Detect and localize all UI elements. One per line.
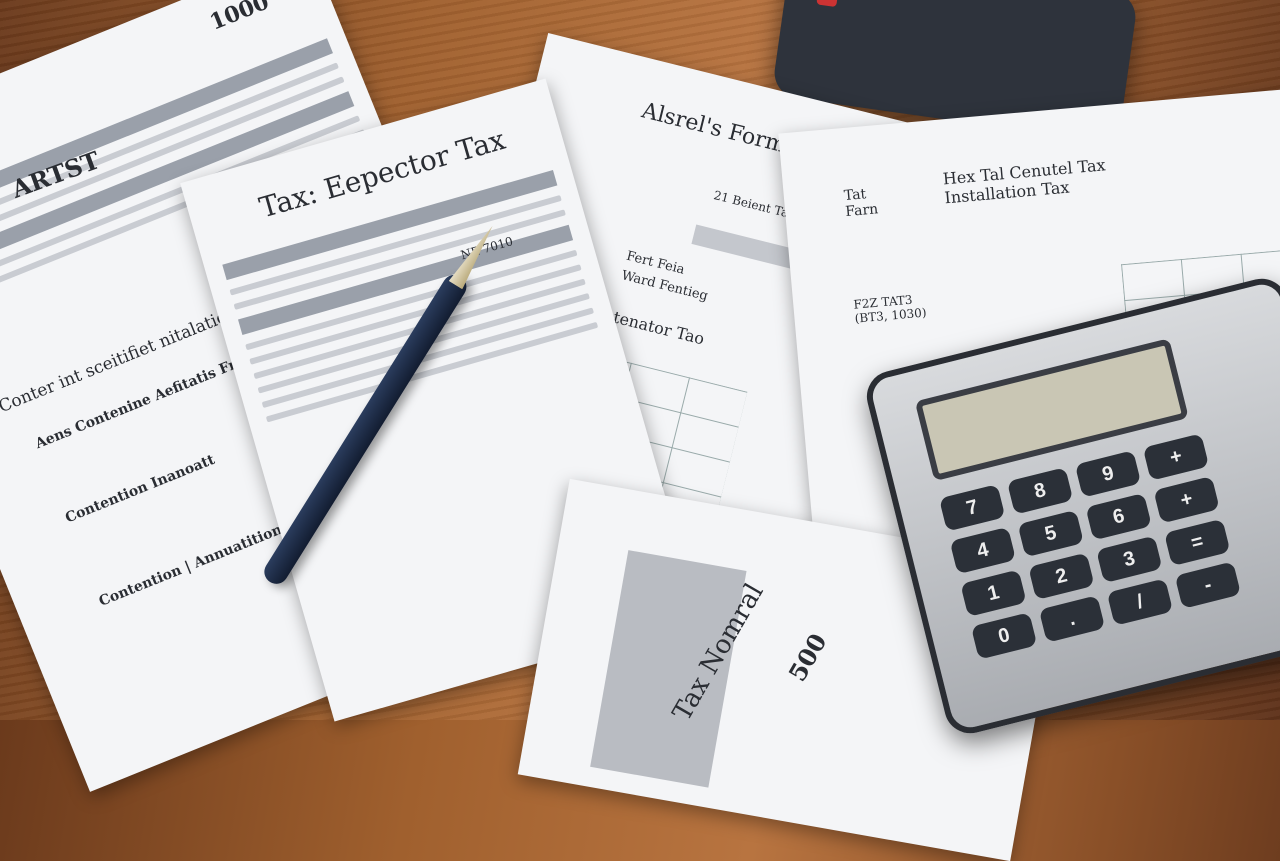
calculator-key: 7	[938, 484, 1006, 532]
calculator-key: -	[1174, 561, 1242, 609]
calculator-key: .	[1038, 595, 1106, 643]
form-code: F2Z TAT3 (BT3, 1030)	[852, 292, 928, 326]
calculator-key: 2	[1028, 552, 1095, 601]
form-line: Ward Fentieg	[619, 268, 710, 305]
calculator-key: =	[1164, 518, 1231, 567]
form-number: 1000	[206, 0, 273, 36]
calculator-key: 5	[1017, 509, 1084, 558]
form-item: Contention Inanoatt	[63, 451, 218, 527]
calculator-key: +	[1142, 433, 1210, 481]
form-title: Hex Tal Cenutel Tax Installation Tax	[942, 155, 1107, 208]
calculator-key: 8	[1006, 467, 1074, 515]
form-label: Tat Farn	[843, 186, 879, 221]
calculator-key: 4	[949, 526, 1017, 575]
calculator-key: 1	[960, 569, 1027, 617]
calculator-key: +	[1153, 475, 1220, 524]
calculator-key: 3	[1096, 535, 1163, 584]
form-value: 500	[782, 628, 833, 687]
calculator-key: 6	[1085, 492, 1152, 541]
red-key	[816, 0, 839, 8]
form-item: Contention | Annuatition	[96, 521, 285, 610]
calculator-key: 0	[970, 612, 1038, 660]
calculator-key: /	[1106, 578, 1174, 626]
form-item: Aens Contenine Aefitatis Fraos	[33, 346, 264, 453]
calculator-key: 9	[1074, 450, 1142, 498]
